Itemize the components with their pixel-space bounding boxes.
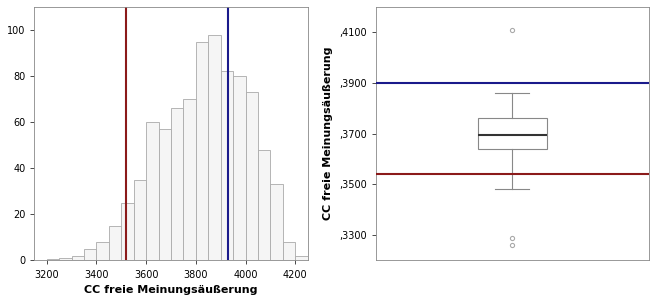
Bar xyxy=(233,76,245,260)
Bar xyxy=(209,35,220,260)
Bar xyxy=(245,92,258,260)
Bar xyxy=(270,185,283,260)
X-axis label: CC freie Meinungsäußerung: CC freie Meinungsäußerung xyxy=(84,285,258,295)
Bar xyxy=(96,242,109,260)
Bar xyxy=(283,242,295,260)
Bar xyxy=(196,41,209,260)
Bar xyxy=(121,203,134,260)
Bar xyxy=(84,249,96,260)
Bar xyxy=(295,256,308,260)
Bar xyxy=(258,150,270,260)
Bar xyxy=(146,122,159,260)
Bar xyxy=(109,226,121,260)
Y-axis label: CC freie Meinungsäußerung: CC freie Meinungsäußerung xyxy=(323,47,333,220)
Bar xyxy=(134,180,146,260)
Bar xyxy=(220,72,233,260)
Bar xyxy=(47,259,59,260)
Bar xyxy=(184,99,196,260)
Bar xyxy=(72,256,84,260)
PathPatch shape xyxy=(478,118,546,149)
Bar xyxy=(159,129,171,260)
Bar xyxy=(171,108,184,260)
Bar xyxy=(59,258,72,260)
